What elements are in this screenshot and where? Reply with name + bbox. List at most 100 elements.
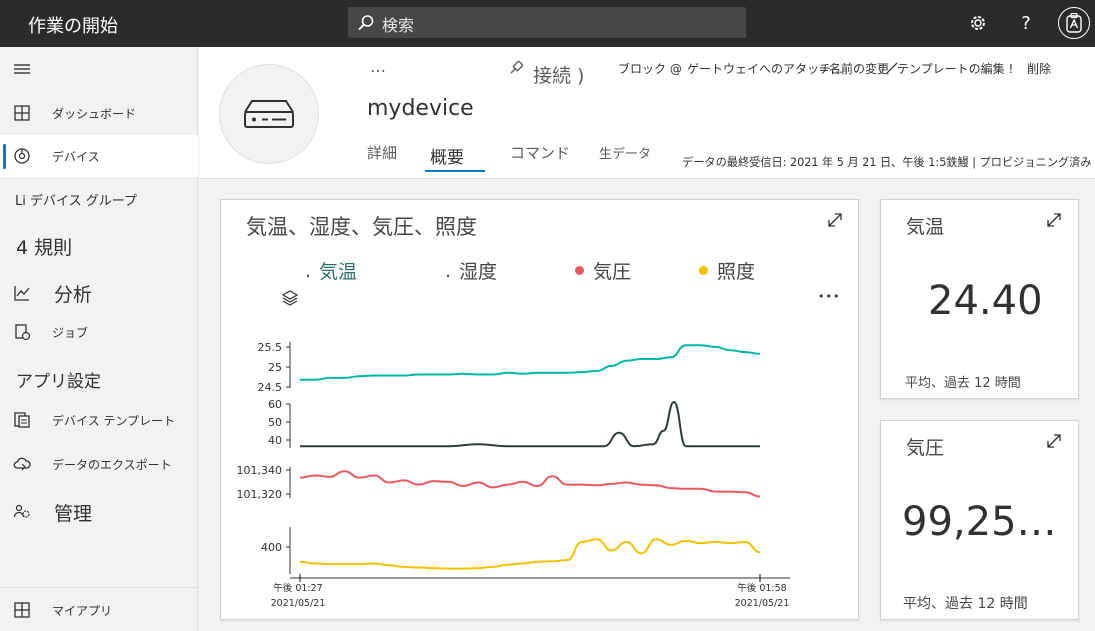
telemetry-chart-card: 気温、湿度、気圧、照度 ••• — [220, 199, 859, 620]
kpi-value: 24.40 — [928, 278, 1043, 324]
kpi-title: 気圧 — [906, 437, 945, 459]
cloud-export-icon — [13, 457, 31, 471]
pencil-icon — [886, 62, 898, 74]
sidebar-item-label: 4 規則 — [16, 236, 73, 259]
tab-raw-data[interactable]: 生データ — [599, 147, 652, 162]
sidebar-item-label: デバイス テンプレート — [52, 413, 176, 428]
analytics-icon — [14, 286, 30, 301]
y-tick-label: 25.5 — [258, 341, 283, 354]
search-icon — [358, 15, 374, 31]
y-tick-label: 101,340 — [237, 464, 283, 477]
kpi-caption: 平均、過去 12 時間 — [903, 596, 1028, 612]
device-avatar — [219, 64, 319, 164]
device-status: データの最終受信日: 2021 年 5 月 21 日、午後 1:5鉄鰻 | プロ… — [682, 156, 1092, 169]
sidebar-item-data-export[interactable]: データのエクスポート — [0, 443, 198, 485]
series-line-1 — [300, 344, 761, 381]
administration-icon — [13, 504, 30, 518]
telemetry-line-chart: 25.5 25 24.5 60 50 40 101,340 101,320 400 午後 01:2… — [237, 341, 790, 609]
legend-label: 湿度 — [459, 261, 498, 283]
sidebar-item-app-settings[interactable]: アプリ設定 — [0, 358, 198, 400]
sidebar-item-device-groups[interactable]: Li デバイス グループ — [0, 178, 198, 220]
top-bar: 作業の開始 検索 ? — [0, 0, 1095, 47]
x-tick-label-end-date: 2021/05/21 — [735, 598, 790, 609]
app-title[interactable]: 作業の開始 — [28, 16, 118, 37]
y-tick-label: 50 — [268, 416, 282, 429]
expand-icon[interactable] — [1046, 433, 1062, 449]
help-icon[interactable]: ? — [1021, 12, 1031, 34]
series-line-2 — [299, 400, 760, 448]
plug-connect-icon — [510, 60, 524, 74]
sidebar: ダッシュボード デバイス Li デバイス グループ 4 規則 分析 ジョブ アプ… — [0, 47, 198, 631]
device-name: mydevice — [367, 96, 474, 121]
y-tick-label: 25 — [268, 361, 282, 374]
layers-icon[interactable] — [281, 289, 299, 307]
more-commands-button[interactable]: … — [370, 57, 386, 76]
delete-button[interactable]: 削除 — [1027, 62, 1052, 76]
settings-gear-icon[interactable] — [965, 10, 991, 36]
tab-overview[interactable]: 概要 — [430, 148, 464, 168]
legend-marker: . — [445, 259, 452, 282]
search-input[interactable]: 検索 — [382, 16, 415, 35]
sidebar-item-jobs[interactable]: ジョブ — [0, 311, 198, 353]
legend-marker: . — [305, 259, 312, 282]
chart-title: 気温、湿度、気圧、照度 — [246, 215, 477, 239]
y-tick-label: 400 — [261, 541, 282, 554]
expand-icon[interactable] — [1046, 212, 1062, 228]
sidebar-item-label: ジョブ — [52, 325, 89, 340]
y-tick-label: 60 — [268, 398, 282, 411]
sidebar-item-analytics[interactable]: 分析 — [0, 272, 198, 314]
sidebar-divider — [0, 587, 198, 588]
series-line-4 — [299, 538, 761, 570]
sidebar-item-label: データのエクスポート — [52, 457, 172, 472]
sidebar-item-label: 管理 — [54, 502, 93, 525]
device-icon — [244, 100, 294, 128]
kpi-value: 99,25… — [902, 499, 1057, 545]
kpi-caption: 平均、過去 12 時間 — [905, 376, 1021, 391]
device-templates-icon — [14, 412, 30, 428]
legend-item-humidity[interactable]: . 湿度 — [445, 257, 497, 284]
rename-button[interactable]: =名前の変更 — [819, 62, 890, 76]
edit-template-button[interactable]: テンプレートの編集 ! — [897, 62, 1014, 76]
sidebar-item-label: 分析 — [54, 283, 93, 306]
sidebar-item-label: デバイス — [52, 149, 100, 164]
tab-details[interactable]: 詳細 — [367, 144, 398, 162]
sidebar-item-my-apps[interactable]: マイアプリ — [0, 589, 198, 631]
y-tick-label: 40 — [268, 434, 282, 447]
dashboard-icon — [14, 105, 30, 121]
sidebar-item-label: Li デバイス グループ — [15, 193, 137, 209]
legend-dot — [699, 266, 708, 275]
legend-item-illuminance[interactable]: 照度 — [699, 257, 755, 284]
kpi-title: 気温 — [906, 216, 945, 238]
devices-icon — [14, 148, 30, 164]
sidebar-item-devices[interactable]: デバイス — [0, 135, 198, 177]
connect-button[interactable]: 接続 ) — [533, 65, 585, 87]
device-header: … 接続 ) ブロック @ ゲートウェイへのアタッチ… =名前の変更 テンプレー… — [199, 47, 1095, 179]
legend-dot — [575, 266, 584, 275]
x-tick-label-start-date: 2021/05/21 — [271, 598, 326, 609]
my-apps-icon — [14, 602, 30, 618]
kpi-card-temperature: 気温 24.40 平均、過去 12 時間 — [880, 199, 1079, 399]
kpi-card-pressure: 気圧 99,25… 平均、過去 12 時間 — [880, 420, 1079, 620]
y-tick-label: 24.5 — [258, 381, 283, 394]
sidebar-item-device-templates[interactable]: デバイス テンプレート — [0, 399, 198, 441]
hamburger-menu-icon[interactable] — [12, 61, 32, 77]
attach-gateway-button[interactable]: ゲートウェイへのアタッチ… — [687, 62, 844, 76]
sidebar-item-administration[interactable]: 管理 — [0, 491, 198, 533]
block-button[interactable]: ブロック @ — [618, 62, 682, 76]
legend-item-temperature[interactable]: . 気温 — [305, 257, 357, 284]
legend-item-pressure[interactable]: 気圧 — [575, 257, 631, 284]
x-tick-label-end-time: 午後 01:58 — [737, 582, 786, 594]
tab-commands[interactable]: コマンド — [510, 144, 571, 162]
legend-label: 照度 — [717, 261, 756, 283]
expand-icon[interactable] — [827, 212, 843, 228]
search-box[interactable]: 検索 — [348, 7, 746, 38]
chart-more-button[interactable]: ••• — [818, 290, 841, 303]
sidebar-item-rules[interactable]: 4 規則 — [0, 225, 198, 267]
avatar[interactable] — [1058, 7, 1090, 39]
sidebar-item-label: アプリ設定 — [16, 371, 101, 392]
legend-label: 気温 — [319, 261, 358, 283]
sidebar-item-dashboard[interactable]: ダッシュボード — [0, 92, 198, 134]
series-line-3 — [299, 470, 761, 498]
active-tab-indicator — [425, 170, 485, 172]
y-tick-label: 101,320 — [237, 488, 283, 501]
